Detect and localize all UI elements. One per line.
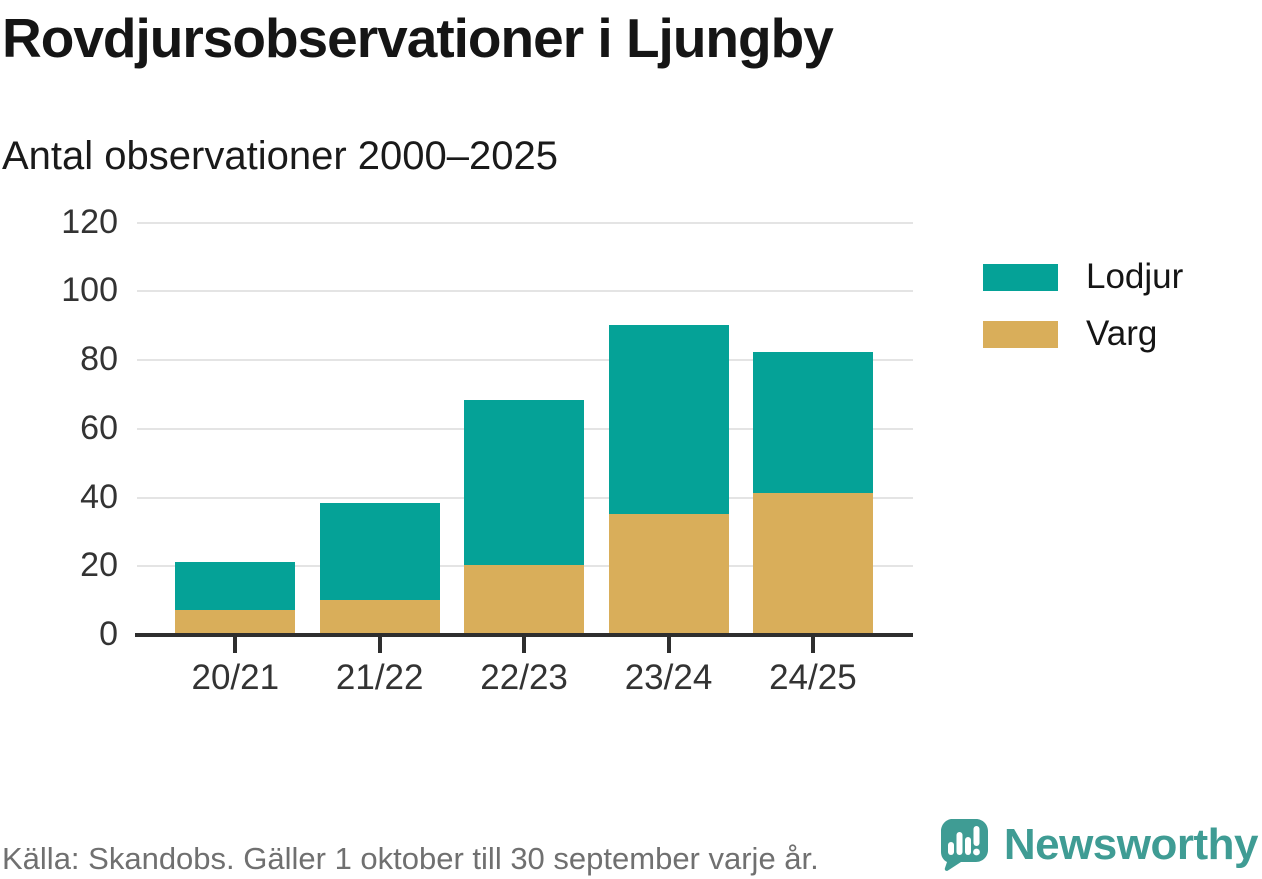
newsworthy-chart-bubble-icon xyxy=(940,819,988,871)
x-axis-tick-20-21 xyxy=(233,637,238,653)
x-axis-label-24-25: 24/25 xyxy=(769,658,857,697)
bar-segment-lodjur-24-25 xyxy=(752,352,873,493)
legend-swatch-varg xyxy=(983,320,1058,348)
x-axis-tick-21-22 xyxy=(377,637,382,653)
brand-lockup: Newsworthy xyxy=(940,818,1259,872)
x-axis-tick-24-25 xyxy=(810,637,815,653)
x-axis-tick-23-24 xyxy=(666,637,671,653)
x-axis-label-20-21: 20/21 xyxy=(191,658,280,697)
brand-name: Newsworthy xyxy=(1003,820,1259,869)
x-axis-line xyxy=(135,633,913,637)
chart-subtitle: Antal observationer 2000–2025 xyxy=(2,134,558,178)
legend-item-lodjur: Lodjur xyxy=(983,257,1183,297)
bar-segment-varg-21-22 xyxy=(319,599,440,634)
x-axis-label-23-24: 23/24 xyxy=(624,658,713,697)
x-axis-tick-22-23 xyxy=(522,637,527,653)
bar-segment-varg-24-25 xyxy=(752,493,873,634)
y-axis-label-100: 100 xyxy=(61,271,118,310)
bar-segment-lodjur-20-21 xyxy=(175,561,296,610)
legend: Lodjur Varg xyxy=(983,257,1183,371)
gridline-100 xyxy=(137,290,913,293)
bar-segment-varg-20-21 xyxy=(175,609,296,634)
bar-segment-lodjur-23-24 xyxy=(608,324,729,514)
bar-segment-varg-22-23 xyxy=(464,565,585,635)
y-axis-label-60: 60 xyxy=(80,408,118,447)
y-axis-label-40: 40 xyxy=(80,477,118,516)
plot-area: 0 20 40 60 80 100 120 20/21 21/22 22/23 23/24 24/25 xyxy=(61,202,913,697)
bar-segment-lodjur-22-23 xyxy=(464,400,585,566)
y-axis-label-80: 80 xyxy=(80,340,118,378)
x-axis-label-22-23: 22/23 xyxy=(480,658,568,697)
chart-title: Rovdjursobservationer i Ljungby xyxy=(2,7,834,69)
x-axis-label-21-22: 21/22 xyxy=(335,658,424,697)
bar-segment-varg-23-24 xyxy=(608,513,729,634)
bar-segment-lodjur-21-22 xyxy=(319,503,440,600)
y-axis-label-20: 20 xyxy=(80,546,118,585)
legend-label-varg: Varg xyxy=(1086,314,1158,353)
legend-item-varg: Varg xyxy=(983,314,1183,354)
legend-label-lodjur: Lodjur xyxy=(1086,257,1184,296)
gridline-120 xyxy=(137,221,913,224)
y-axis-label-120: 120 xyxy=(61,202,118,241)
legend-swatch-lodjur xyxy=(983,263,1058,291)
gridline-80 xyxy=(137,359,913,361)
y-axis-label-0: 0 xyxy=(99,615,118,653)
source-note: Källa: Skandobs. Gäller 1 oktober till 3… xyxy=(2,841,819,876)
